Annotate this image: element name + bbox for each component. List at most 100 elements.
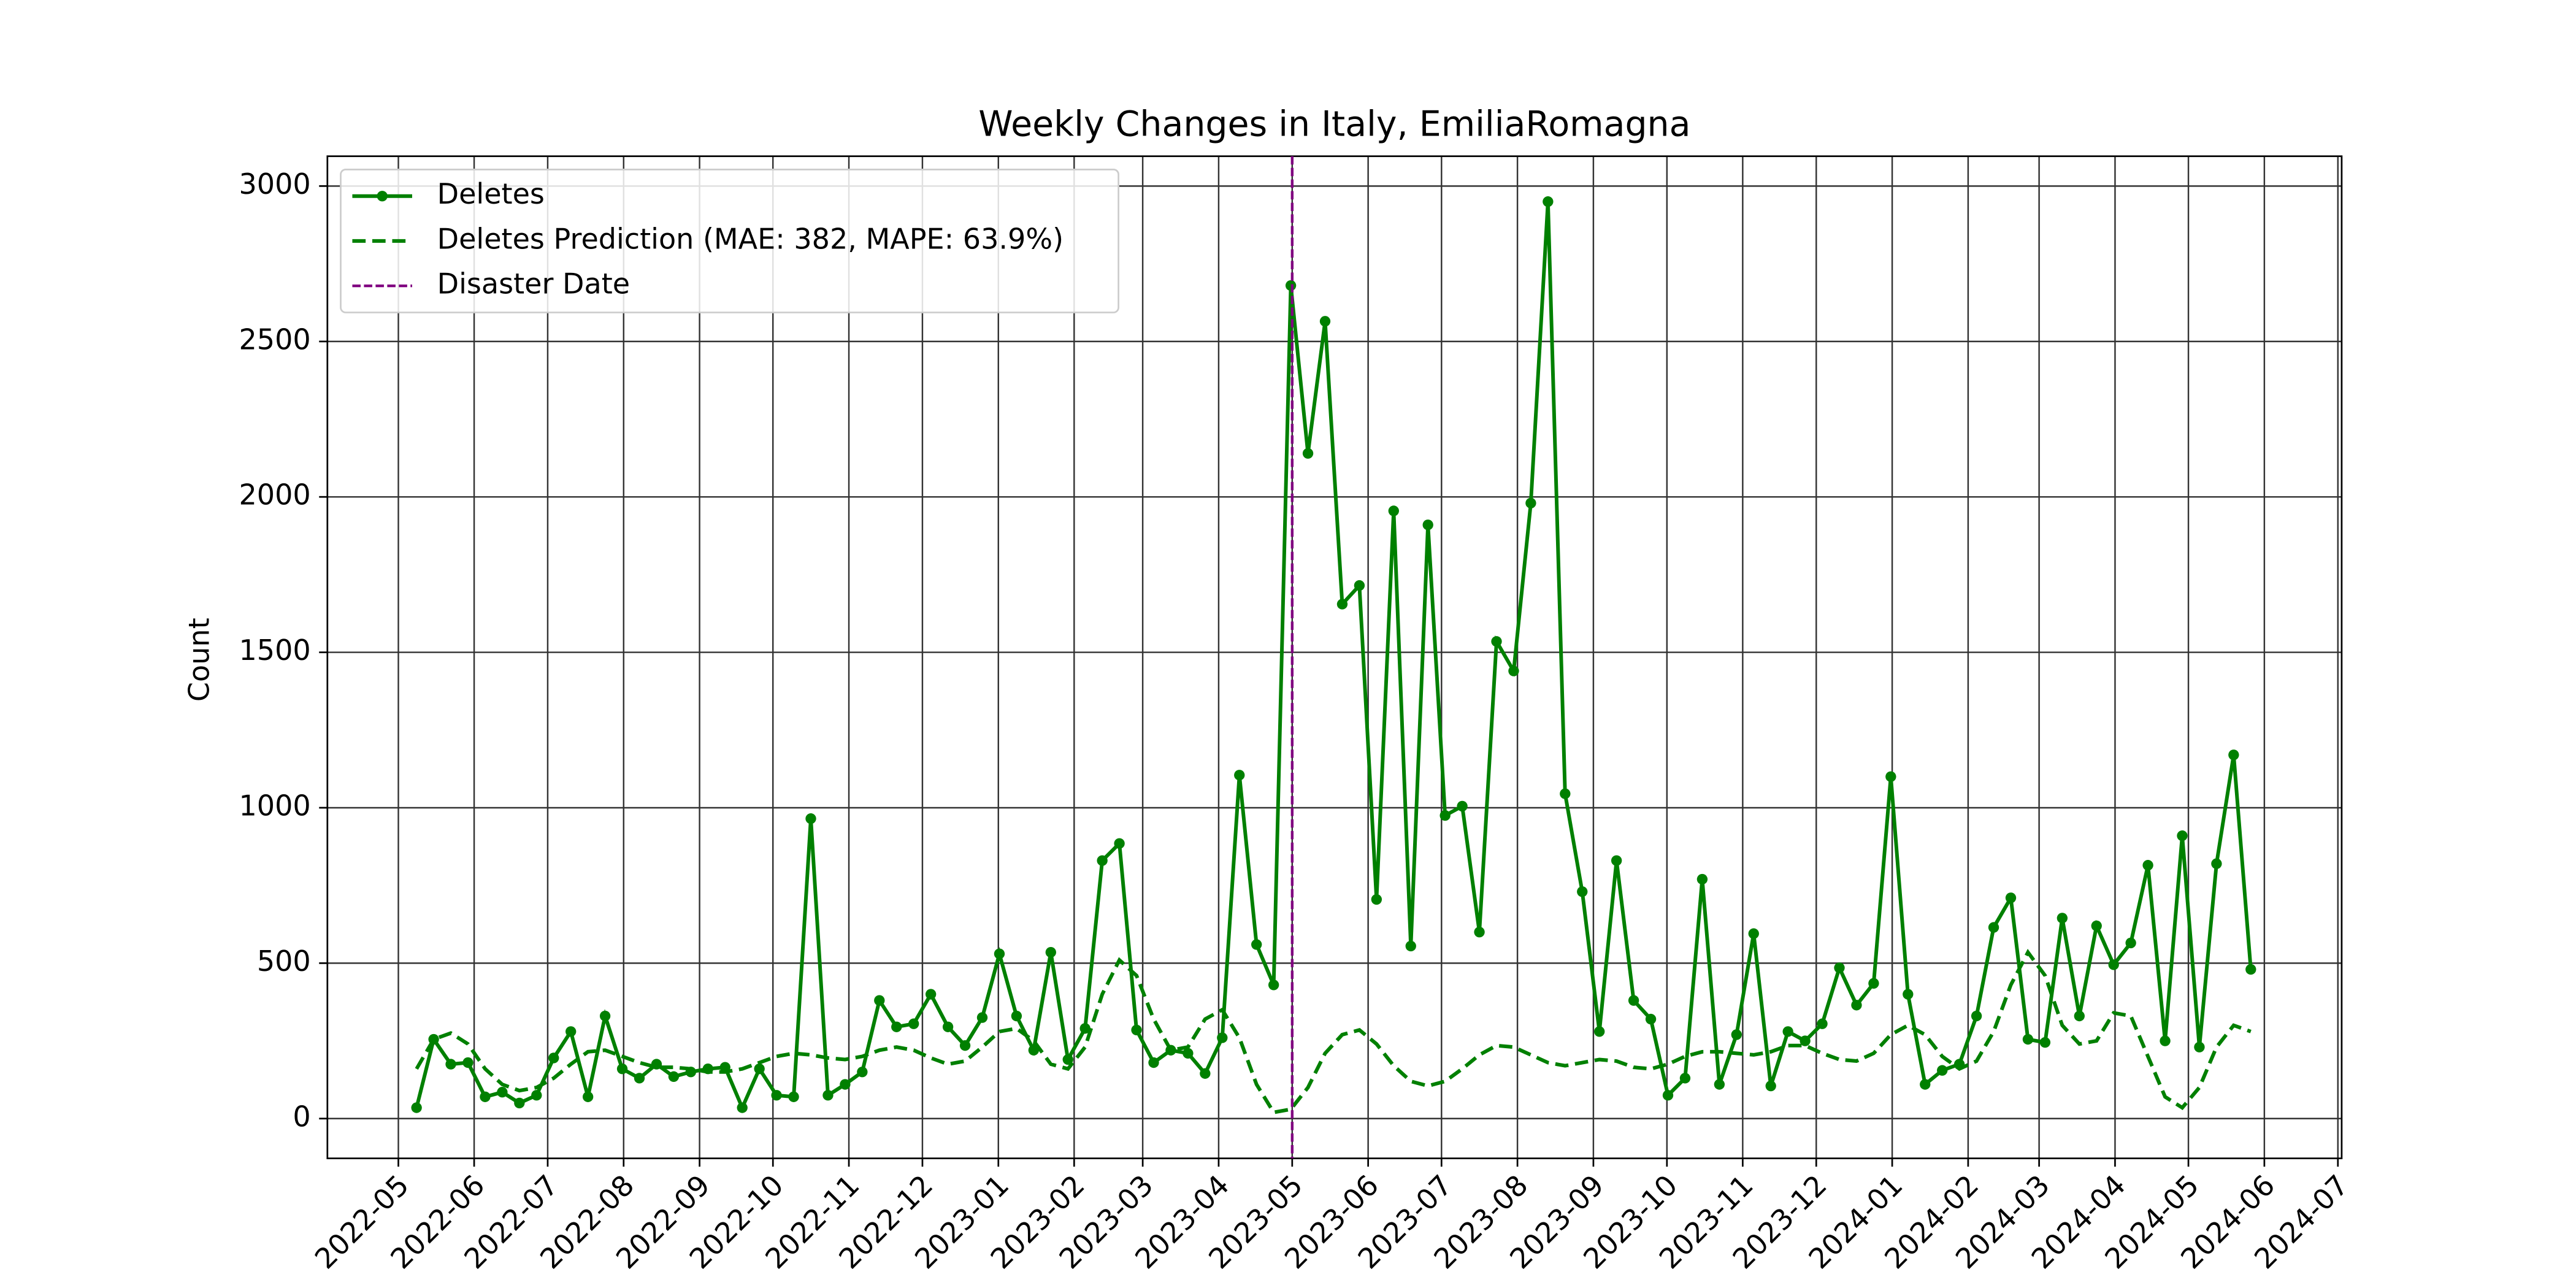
data-point [2057,913,2068,924]
data-point [1114,838,1125,849]
data-point [1011,1010,1022,1022]
data-point [737,1102,748,1113]
data-point [976,1012,988,1023]
data-point [1560,788,1571,799]
data-point [1903,989,1914,1000]
data-point [1474,927,1485,938]
data-point [1834,962,1845,973]
data-point [565,1026,577,1037]
data-point [1439,810,1451,821]
data-point [2211,858,2222,869]
y-tick-label: 0 [293,1100,310,1133]
data-point [1217,1032,1228,1043]
data-point [1457,800,1468,812]
data-point [874,995,885,1006]
data-point [1696,873,1708,885]
data-point [1611,855,1622,866]
data-point [1594,1026,1605,1037]
legend: Deletes Deletes Prediction (MAE: 382, MAP… [340,169,1119,313]
data-point [959,1040,971,1051]
data-point [771,1090,782,1101]
data-point [1183,1048,1194,1059]
data-point [2142,860,2153,871]
data-point [2194,1041,2205,1052]
data-point [1079,1023,1091,1034]
data-point [1200,1068,1211,1079]
data-point [462,1057,473,1068]
series-line [415,201,2253,1113]
data-point [1868,978,1879,989]
data-point [2039,1037,2051,1048]
data-point [651,1059,662,1070]
data-point [2074,1010,2085,1022]
data-point [1748,928,1759,939]
data-point [1371,894,1382,905]
data-point [1131,1024,1142,1036]
y-tick-label: 1000 [239,789,311,822]
data-point [1782,1026,1793,1037]
data-point [1491,636,1502,647]
data-point [616,1064,628,1075]
data-point [1336,599,1348,610]
data-point [1234,770,1245,781]
data-point [411,1102,422,1113]
data-point [1148,1057,1159,1068]
y-tick-label: 2500 [239,323,311,356]
data-point [634,1073,645,1084]
data-point [891,1021,902,1032]
data-point [1920,1079,1931,1090]
data-point [1062,1054,1073,1065]
data-point [1765,1080,1776,1092]
data-point [822,1090,834,1101]
data-point [1662,1090,1674,1101]
data-point [2160,1035,2171,1046]
data-point [925,989,937,1000]
data-point [1354,580,1365,591]
data-point [1817,1018,1828,1029]
data-point [1097,855,1108,866]
data-point [1268,979,1279,991]
data-point [2022,1033,2034,1045]
legend-label: Disaster Date [437,267,630,301]
data-point [531,1090,542,1101]
data-point [840,1079,851,1090]
legend-box [340,169,1119,313]
legend-label: Deletes Prediction (MAE: 382, MAPE: 63.9… [437,222,1064,255]
data-point [548,1052,559,1064]
data-point [1714,1079,1725,1090]
data-point [1405,940,1416,952]
data-point [2005,892,2017,903]
data-point [1508,665,1519,677]
data-point [1679,1073,1691,1084]
data-point [1045,946,1056,958]
plot-frame [326,155,2343,1159]
data-point [908,1018,919,1029]
data-point [1577,886,1588,897]
data-point [1971,1010,1982,1022]
data-point [1251,939,1262,950]
y-tick-label: 500 [257,945,311,978]
data-point [599,1010,611,1022]
data-point [1800,1035,1811,1046]
data-point [1731,1029,1742,1040]
data-point [1422,519,1433,531]
data-point [2125,937,2136,949]
series-line [415,949,2252,1114]
y-tick-label: 2000 [239,478,311,512]
data-point [668,1071,680,1083]
y-tick-label: 1500 [239,634,311,667]
chart-title: Weekly Changes in Italy, EmiliaRomagna [978,104,1690,145]
data-point [1988,922,1999,933]
data-point [1388,505,1399,516]
data-point [2108,959,2119,970]
y-tick-label: 3000 [239,167,311,201]
data-point [942,1021,954,1032]
data-point [2245,964,2256,975]
data-point [497,1087,508,1098]
data-point [1285,280,1297,291]
data-point [788,1091,799,1102]
data-point [445,1059,456,1070]
data-point [1525,497,1536,508]
